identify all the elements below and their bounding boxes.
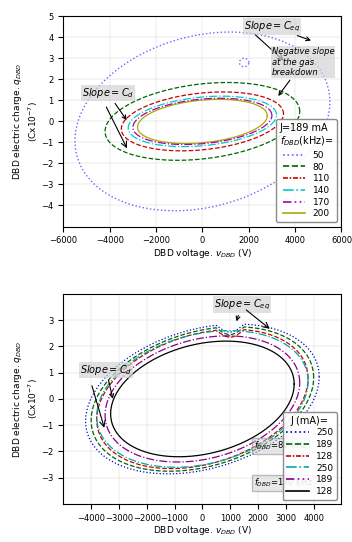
Text: $Slope=C_d$: $Slope=C_d$ [82, 86, 134, 119]
X-axis label: DBD voltage. $v_{DBD}$ (V): DBD voltage. $v_{DBD}$ (V) [153, 247, 252, 260]
X-axis label: DBD voltage. $v_{DBD}$ (V): DBD voltage. $v_{DBD}$ (V) [153, 524, 252, 537]
Y-axis label: DBD electric charge. $q_{DBD}$
(Cx10$^{-7}$): DBD electric charge. $q_{DBD}$ (Cx10$^{-… [11, 340, 40, 457]
Text: $f_{DBD}$=80 kHz: $f_{DBD}$=80 kHz [254, 440, 308, 453]
Text: $f_{DBD}$=170 kHz: $f_{DBD}$=170 kHz [254, 477, 313, 489]
Y-axis label: DBD electric charge. $q_{DBD}$
(Cx10$^{-7}$): DBD electric charge. $q_{DBD}$ (Cx10$^{-… [11, 63, 40, 180]
Legend: 250, 189, 128, 250, 189, 128: 250, 189, 128, 250, 189, 128 [283, 412, 337, 500]
Legend: 50, 80, 110, 140, 170, 200: 50, 80, 110, 140, 170, 200 [276, 119, 337, 222]
Text: $Slope=C_{eq}$: $Slope=C_{eq}$ [244, 20, 310, 41]
Text: $Slope=C_d$: $Slope=C_d$ [80, 363, 132, 398]
Text: Negative slope
at the gas
breakdown: Negative slope at the gas breakdown [272, 47, 334, 95]
Text: $Slope=C_{eq}$: $Slope=C_{eq}$ [214, 298, 270, 320]
